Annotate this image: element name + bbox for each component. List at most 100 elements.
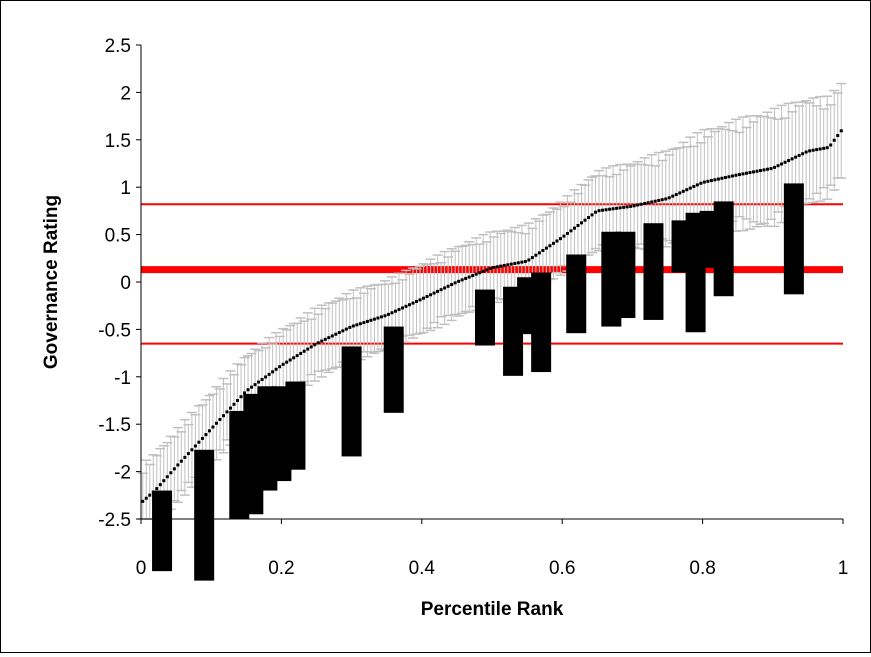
rating-point bbox=[632, 204, 636, 208]
range-bar bbox=[783, 183, 804, 295]
range-bars bbox=[152, 183, 804, 581]
rating-point bbox=[288, 358, 292, 362]
rating-point bbox=[369, 318, 373, 322]
rating-point bbox=[229, 406, 233, 410]
rating-point bbox=[832, 138, 836, 142]
rating-point bbox=[780, 162, 784, 166]
rating-point bbox=[327, 336, 331, 340]
rating-point bbox=[316, 341, 320, 345]
rating-point bbox=[422, 296, 426, 300]
rating-point bbox=[197, 440, 201, 444]
rating-point bbox=[432, 291, 436, 295]
rating-point bbox=[804, 150, 808, 154]
rating-point bbox=[429, 293, 433, 297]
range-bar bbox=[194, 449, 215, 581]
rating-point bbox=[534, 253, 538, 257]
rating-point bbox=[769, 167, 773, 171]
rating-point bbox=[699, 181, 703, 185]
rating-point bbox=[162, 479, 166, 483]
rating-point bbox=[590, 213, 594, 217]
rating-point bbox=[594, 210, 598, 214]
rating-point bbox=[179, 459, 183, 463]
rating-point bbox=[176, 463, 180, 467]
rating-point bbox=[692, 184, 696, 188]
y-tick-label: 1 bbox=[120, 178, 131, 199]
rating-point bbox=[334, 332, 338, 336]
rating-point bbox=[478, 271, 482, 275]
rating-point bbox=[829, 143, 833, 147]
rating-point bbox=[618, 206, 622, 210]
rating-point bbox=[516, 261, 520, 265]
rating-point bbox=[193, 444, 197, 448]
rating-point bbox=[811, 148, 815, 152]
rating-point bbox=[436, 289, 440, 293]
rating-point bbox=[513, 261, 517, 265]
rating-point bbox=[278, 365, 282, 369]
rating-point bbox=[218, 417, 222, 421]
y-tick-label: 0 bbox=[120, 273, 131, 294]
rating-point bbox=[239, 395, 243, 399]
rating-point bbox=[797, 153, 801, 157]
range-bar bbox=[566, 254, 587, 334]
rating-point bbox=[372, 317, 376, 321]
rating-points bbox=[141, 129, 843, 503]
rating-point bbox=[639, 202, 643, 206]
rating-point bbox=[541, 248, 545, 252]
y-tick-label: -2 bbox=[114, 463, 131, 484]
rating-point bbox=[587, 216, 591, 220]
rating-point bbox=[766, 167, 770, 171]
rating-point bbox=[825, 146, 829, 150]
rating-point bbox=[376, 316, 380, 320]
rating-point bbox=[355, 323, 359, 327]
rating-point bbox=[232, 402, 236, 406]
rating-point bbox=[446, 284, 450, 288]
rating-point bbox=[165, 475, 169, 479]
y-tick-label: -1.5 bbox=[98, 415, 131, 436]
rating-point bbox=[562, 234, 566, 238]
rating-point bbox=[450, 283, 454, 287]
rating-point bbox=[671, 194, 675, 198]
x-tick-label: 1 bbox=[838, 558, 849, 579]
rating-point bbox=[320, 339, 324, 343]
rating-point bbox=[657, 198, 661, 202]
rating-point bbox=[759, 169, 763, 173]
rating-point bbox=[330, 334, 334, 338]
rating-point bbox=[390, 311, 394, 315]
rating-point bbox=[358, 322, 362, 326]
rating-point bbox=[408, 303, 412, 307]
y-axis-title: Governance Rating bbox=[41, 195, 62, 369]
rating-point bbox=[499, 264, 503, 268]
rating-point bbox=[292, 356, 296, 360]
rating-point bbox=[155, 487, 159, 491]
rating-point bbox=[186, 452, 190, 456]
rating-point bbox=[664, 197, 668, 201]
rating-point bbox=[495, 265, 499, 269]
rating-point bbox=[341, 329, 345, 333]
rating-point bbox=[383, 314, 387, 318]
rating-point bbox=[622, 205, 626, 209]
x-axis-title: Percentile Rank bbox=[421, 599, 564, 620]
rating-point bbox=[646, 201, 650, 205]
rating-point bbox=[485, 268, 489, 272]
rating-point bbox=[727, 175, 731, 179]
rating-point bbox=[755, 169, 759, 173]
rating-point bbox=[386, 312, 390, 316]
y-tick-label: 0.5 bbox=[105, 226, 131, 247]
rating-point bbox=[636, 203, 640, 207]
rating-point bbox=[794, 155, 798, 159]
rating-point bbox=[730, 174, 734, 178]
rating-point bbox=[309, 345, 313, 349]
rating-point bbox=[548, 244, 552, 248]
range-bar bbox=[341, 346, 362, 457]
rating-point bbox=[250, 385, 254, 389]
rating-point bbox=[629, 204, 633, 208]
rating-point bbox=[443, 286, 447, 290]
rating-point bbox=[467, 275, 471, 279]
rating-point bbox=[537, 251, 541, 255]
rating-point bbox=[558, 237, 562, 241]
rating-point bbox=[439, 288, 443, 292]
rating-point bbox=[200, 436, 204, 440]
rating-point bbox=[604, 208, 608, 212]
rating-point bbox=[488, 266, 492, 270]
